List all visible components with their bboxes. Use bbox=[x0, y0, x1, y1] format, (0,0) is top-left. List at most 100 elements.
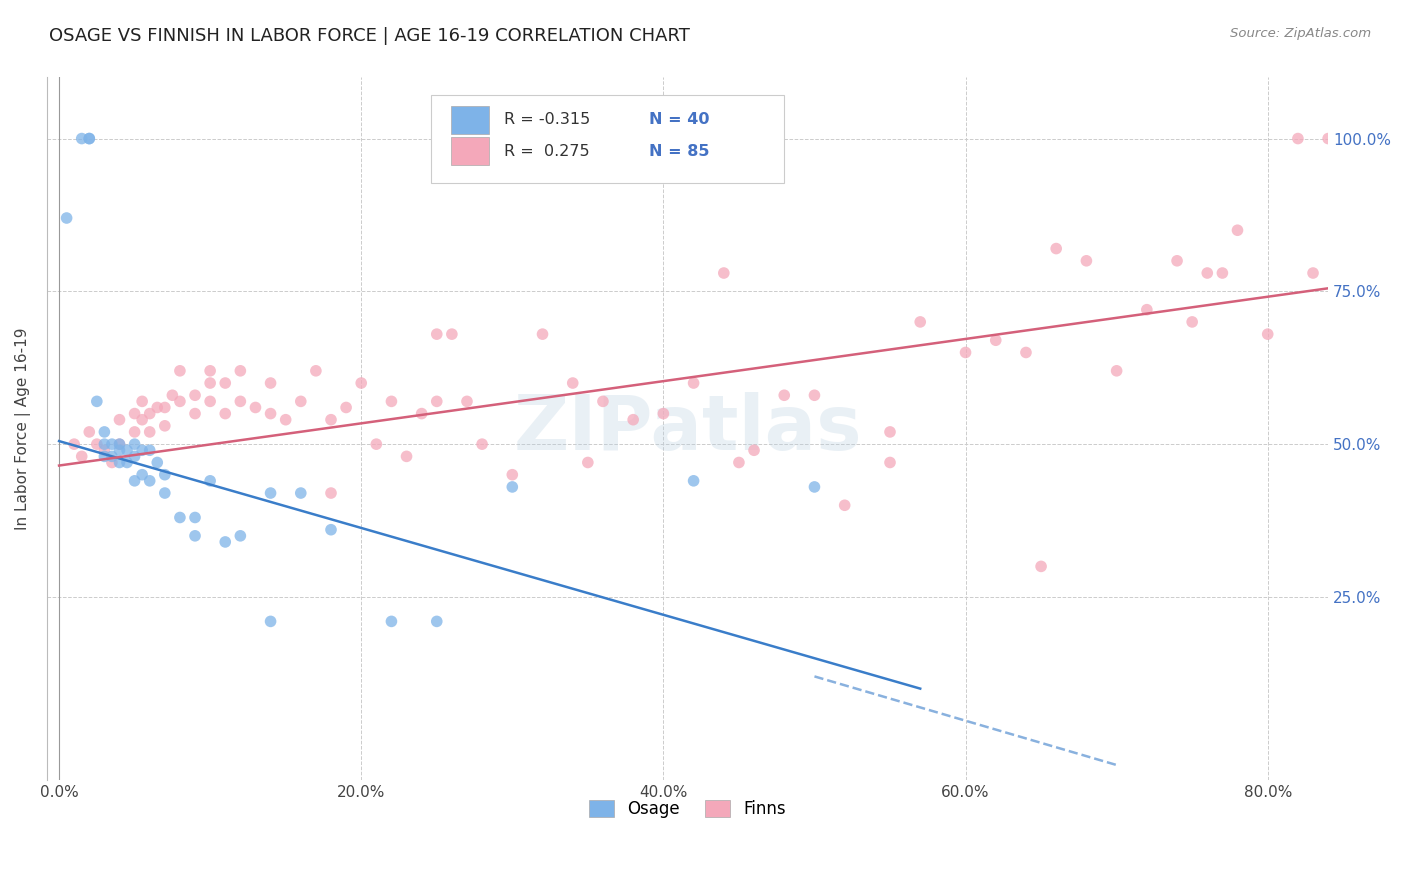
Point bbox=[184, 529, 207, 543]
Point bbox=[124, 407, 146, 421]
Point bbox=[1076, 253, 1098, 268]
Point bbox=[124, 437, 146, 451]
Point bbox=[319, 523, 342, 537]
Point bbox=[728, 455, 751, 469]
Point bbox=[108, 437, 131, 451]
Text: Source: ZipAtlas.com: Source: ZipAtlas.com bbox=[1230, 27, 1371, 40]
Point bbox=[115, 455, 138, 469]
Point bbox=[1045, 242, 1067, 256]
Point bbox=[319, 486, 342, 500]
Point bbox=[138, 425, 160, 439]
Point bbox=[274, 413, 297, 427]
Point bbox=[335, 401, 357, 415]
Point bbox=[1136, 302, 1159, 317]
FancyBboxPatch shape bbox=[450, 137, 489, 165]
Text: R = -0.315: R = -0.315 bbox=[505, 112, 591, 128]
Point bbox=[86, 394, 108, 409]
Point bbox=[108, 455, 131, 469]
Point bbox=[773, 388, 796, 402]
Point bbox=[124, 474, 146, 488]
Point bbox=[169, 364, 191, 378]
Y-axis label: In Labor Force | Age 16-19: In Labor Force | Age 16-19 bbox=[15, 327, 31, 530]
Point bbox=[115, 443, 138, 458]
Text: N = 85: N = 85 bbox=[650, 144, 710, 159]
Point bbox=[742, 443, 765, 458]
Point bbox=[108, 437, 131, 451]
Point bbox=[879, 425, 901, 439]
Text: N = 40: N = 40 bbox=[650, 112, 710, 128]
Point bbox=[1015, 345, 1038, 359]
Point bbox=[501, 480, 523, 494]
Point bbox=[834, 498, 856, 512]
Point bbox=[138, 474, 160, 488]
Point bbox=[153, 486, 176, 500]
Point bbox=[1362, 266, 1385, 280]
Legend: Osage, Finns: Osage, Finns bbox=[582, 793, 793, 825]
Point bbox=[245, 401, 267, 415]
Point bbox=[108, 443, 131, 458]
Point bbox=[198, 364, 221, 378]
Point bbox=[169, 394, 191, 409]
Point bbox=[908, 315, 931, 329]
Point bbox=[426, 394, 449, 409]
Point bbox=[1105, 364, 1128, 378]
Point bbox=[101, 455, 124, 469]
Point bbox=[138, 443, 160, 458]
Point bbox=[131, 443, 153, 458]
Point bbox=[380, 615, 402, 629]
Point bbox=[146, 455, 169, 469]
Point bbox=[1029, 559, 1052, 574]
Point bbox=[198, 376, 221, 390]
FancyBboxPatch shape bbox=[432, 95, 783, 183]
Point bbox=[138, 407, 160, 421]
Point bbox=[319, 413, 342, 427]
Point bbox=[682, 376, 704, 390]
Point bbox=[124, 425, 146, 439]
Point bbox=[305, 364, 328, 378]
Point bbox=[214, 376, 236, 390]
Text: R =  0.275: R = 0.275 bbox=[505, 144, 591, 159]
Point bbox=[380, 394, 402, 409]
Point bbox=[576, 455, 599, 469]
Point bbox=[592, 394, 614, 409]
Point bbox=[1226, 223, 1249, 237]
Point bbox=[879, 455, 901, 469]
Point bbox=[1166, 253, 1188, 268]
Point bbox=[93, 450, 115, 464]
Point bbox=[440, 327, 463, 342]
Point bbox=[955, 345, 977, 359]
Point bbox=[259, 486, 281, 500]
Point bbox=[146, 401, 169, 415]
Point bbox=[93, 437, 115, 451]
Point bbox=[1302, 266, 1324, 280]
Point bbox=[1211, 266, 1233, 280]
Point bbox=[531, 327, 554, 342]
Point bbox=[169, 510, 191, 524]
Point bbox=[682, 474, 704, 488]
Text: ZIPatlas: ZIPatlas bbox=[513, 392, 862, 466]
Point bbox=[1331, 193, 1354, 207]
Point bbox=[1197, 266, 1219, 280]
Point bbox=[77, 131, 100, 145]
Point bbox=[561, 376, 583, 390]
Point bbox=[86, 437, 108, 451]
Point bbox=[621, 413, 644, 427]
Point bbox=[290, 486, 312, 500]
Point bbox=[153, 467, 176, 482]
Point bbox=[153, 418, 176, 433]
Point bbox=[259, 615, 281, 629]
Point bbox=[131, 413, 153, 427]
Point bbox=[1257, 327, 1279, 342]
Point bbox=[803, 388, 825, 402]
Point bbox=[77, 131, 100, 145]
Point bbox=[803, 480, 825, 494]
Point bbox=[101, 450, 124, 464]
Text: OSAGE VS FINNISH IN LABOR FORCE | AGE 16-19 CORRELATION CHART: OSAGE VS FINNISH IN LABOR FORCE | AGE 16… bbox=[49, 27, 690, 45]
Point bbox=[1347, 223, 1369, 237]
Point bbox=[1317, 131, 1340, 145]
Point bbox=[184, 388, 207, 402]
Point bbox=[501, 467, 523, 482]
Point bbox=[366, 437, 388, 451]
Point bbox=[214, 535, 236, 549]
FancyBboxPatch shape bbox=[450, 105, 489, 134]
